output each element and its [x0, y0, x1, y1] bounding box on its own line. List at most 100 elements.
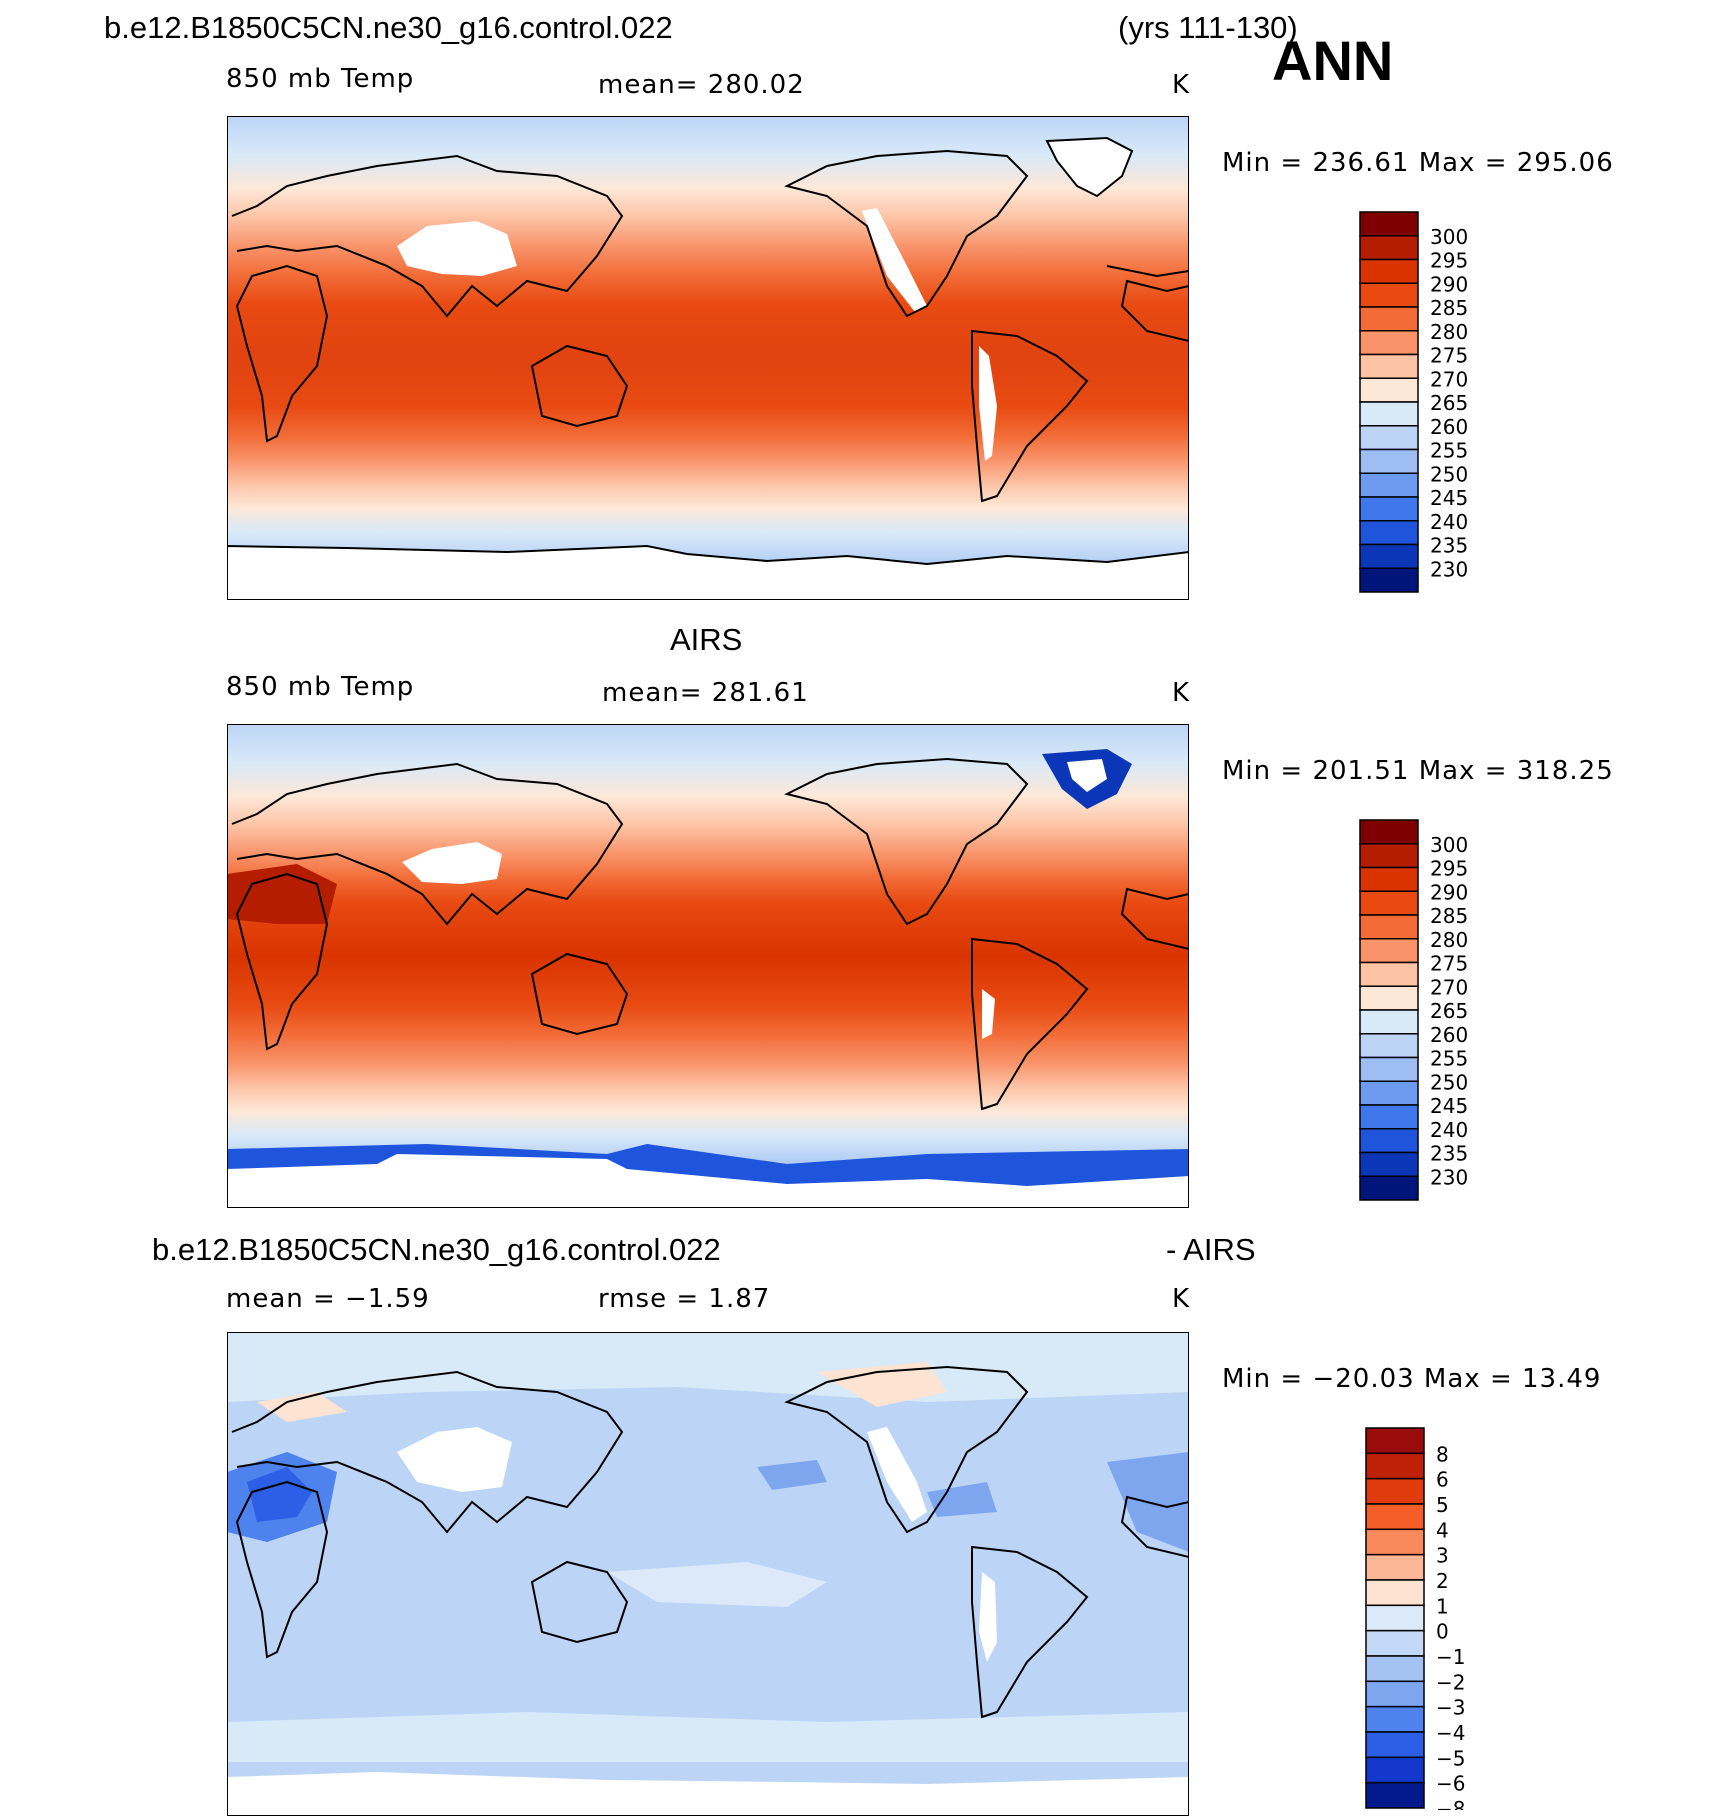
- colorbar-swatch: [1359, 1104, 1419, 1130]
- colorbar-swatch: [1359, 1009, 1419, 1035]
- colorbar-swatch: [1359, 520, 1419, 546]
- colorbar-label: 240: [1430, 1118, 1468, 1142]
- panel1-field: [227, 116, 1189, 600]
- colorbar-swatch: [1365, 1604, 1425, 1632]
- colorbar-label: −3: [1436, 1696, 1465, 1720]
- colorbar-label: 3: [1436, 1544, 1449, 1568]
- panel1-map: [227, 116, 1189, 600]
- panel3-tibet: [397, 1427, 512, 1492]
- colorbar-label: 295: [1430, 249, 1468, 273]
- colorbar-swatch: [1359, 377, 1419, 403]
- colorbar-swatch: [1365, 1680, 1425, 1708]
- colorbar-label: 265: [1430, 999, 1468, 1023]
- panel2-greenland-core: [1067, 759, 1107, 792]
- colorbar-label: 300: [1430, 833, 1468, 857]
- colorbar-label: 280: [1430, 928, 1468, 952]
- panel2-coastlines: [231, 757, 1189, 1111]
- colorbar-label: 290: [1430, 272, 1468, 296]
- panel2-variable: 850 mb Temp: [226, 672, 415, 702]
- panel2-andes: [982, 989, 995, 1039]
- colorbar-swatch: [1359, 235, 1419, 261]
- colorbar-label: −2: [1436, 1670, 1465, 1694]
- colorbar-label: 230: [1430, 1165, 1468, 1189]
- panel1-andes: [979, 346, 997, 461]
- colorbar-swatch: [1365, 1528, 1425, 1556]
- colorbar-swatch: [1359, 401, 1419, 427]
- panel1-variable: 850 mb Temp: [226, 64, 415, 94]
- colorbar-swatch: [1359, 306, 1419, 332]
- colorbar-label: 235: [1430, 1142, 1468, 1166]
- colorbar-label: 240: [1430, 510, 1468, 534]
- colorbar-swatch: [1359, 1080, 1419, 1106]
- colorbar-swatch: [1365, 1781, 1425, 1809]
- panel3-rmse: rmse = 1.87: [598, 1284, 771, 1314]
- panel2-mean: mean= 281.61: [602, 678, 809, 708]
- colorbar-label: 265: [1430, 391, 1468, 415]
- colorbar-label: 285: [1430, 904, 1468, 928]
- panel3-title-left: b.e12.B1850C5CN.ne30_g16.control.022: [152, 1232, 721, 1267]
- colorbar-label: 245: [1430, 486, 1468, 510]
- colorbar-swatch: [1365, 1427, 1425, 1455]
- colorbar-label: 250: [1430, 1070, 1468, 1094]
- colorbar-swatch: [1359, 496, 1419, 522]
- colorbar-label: −1: [1436, 1645, 1465, 1669]
- panel2-minmax: Min = 201.51 Max = 318.25: [1222, 756, 1614, 786]
- colorbar-label: 8: [1436, 1442, 1449, 1466]
- colorbar-label: 295: [1430, 857, 1468, 881]
- colorbar-label: 6: [1436, 1468, 1449, 1492]
- colorbar-swatch: [1359, 211, 1419, 237]
- panel1-mean: mean= 280.02: [598, 70, 805, 100]
- colorbar-label: 255: [1430, 1047, 1468, 1071]
- panel2-units: K: [1172, 678, 1191, 708]
- panel2-colorbar: 3002952902852802752702652602552502452402…: [1359, 819, 1468, 1201]
- panel2-sahara-hot: [227, 864, 337, 924]
- colorbar-label: 255: [1430, 439, 1468, 463]
- colorbar-label: 285: [1430, 296, 1468, 320]
- panel1-minmax: Min = 236.61 Max = 295.06: [1222, 148, 1614, 178]
- colorbar-label: −4: [1436, 1721, 1465, 1745]
- colorbar-swatch: [1359, 1151, 1419, 1177]
- panel2-map: [227, 724, 1189, 1208]
- colorbar-label: 275: [1430, 952, 1468, 976]
- colorbar-swatch: [1359, 985, 1419, 1011]
- panel1-greenland: [1045, 136, 1134, 198]
- colorbar-swatch: [1359, 543, 1419, 569]
- panel2-tibet: [402, 842, 502, 884]
- colorbar-swatch: [1365, 1705, 1425, 1733]
- colorbar-swatch: [1359, 425, 1419, 451]
- colorbar-swatch: [1365, 1756, 1425, 1784]
- colorbar-label: 245: [1430, 1094, 1468, 1118]
- panel3-coastlines: [231, 1365, 1189, 1719]
- panel2-field: [227, 724, 1189, 1208]
- season-label: ANN: [1272, 29, 1394, 92]
- colorbar-swatch: [1359, 938, 1419, 964]
- colorbar-swatch: [1359, 258, 1419, 284]
- colorbar-swatch: [1359, 866, 1419, 892]
- colorbar-swatch: [1365, 1579, 1425, 1607]
- colorbar-label: 1: [1436, 1594, 1449, 1618]
- colorbar-label: 230: [1430, 557, 1468, 581]
- colorbar-swatch: [1359, 1033, 1419, 1059]
- colorbar-label: −5: [1436, 1746, 1465, 1770]
- colorbar-label: 275: [1430, 344, 1468, 368]
- colorbar-swatch: [1359, 914, 1419, 940]
- colorbar-swatch: [1365, 1629, 1425, 1657]
- panel3-minmax: Min = −20.03 Max = 13.49: [1222, 1364, 1602, 1394]
- colorbar-label: 2: [1436, 1569, 1449, 1593]
- years-label: (yrs 111-130): [1118, 10, 1298, 45]
- colorbar-swatch: [1365, 1452, 1425, 1480]
- colorbar-swatch: [1365, 1477, 1425, 1505]
- colorbar-label: 280: [1430, 320, 1468, 344]
- colorbar-swatch: [1359, 567, 1419, 593]
- colorbar-swatch: [1359, 1128, 1419, 1154]
- colorbar-label: 0: [1436, 1620, 1449, 1644]
- colorbar-swatch: [1359, 472, 1419, 498]
- colorbar-label: 260: [1430, 1023, 1468, 1047]
- colorbar-label: 5: [1436, 1493, 1449, 1517]
- colorbar-swatch: [1359, 890, 1419, 916]
- colorbar-swatch: [1365, 1655, 1425, 1683]
- colorbar-label: 4: [1436, 1518, 1449, 1542]
- panel2-antarctica: [227, 1154, 1189, 1208]
- colorbar-swatch: [1359, 819, 1419, 845]
